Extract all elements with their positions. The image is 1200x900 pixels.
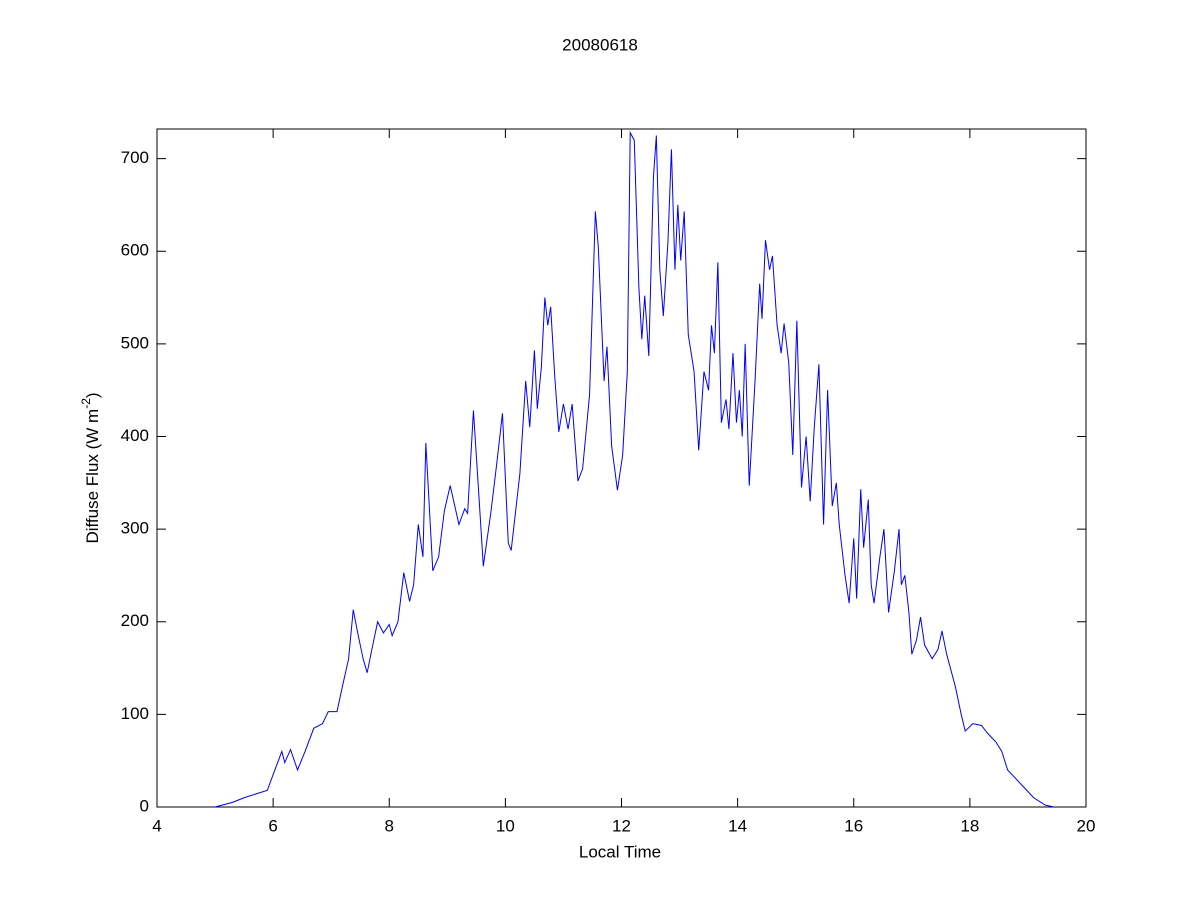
y-tick-label: 500 [121,333,149,352]
x-tick-label: 10 [496,816,515,835]
x-tick-label: 8 [385,816,394,835]
data-line [214,130,1055,808]
y-tick-label: 100 [121,704,149,723]
x-tick-label: 4 [152,816,161,835]
y-tick-label: 200 [121,611,149,630]
y-tick-label: 0 [140,796,149,815]
x-tick-label: 18 [960,816,979,835]
x-tick-label: 6 [268,816,277,835]
y-axis-label-text: Diffuse Flux (W m [83,409,102,544]
x-tick-label: 12 [612,816,631,835]
y-axis-label-suffix: ) [83,392,102,398]
y-axis-label: Diffuse Flux (W m-2) [79,392,102,543]
x-axis-label: Local Time [579,842,661,861]
y-tick-label: 600 [121,241,149,260]
y-axis-label-superscript: -2 [79,398,93,409]
x-tick-label: 16 [844,816,863,835]
x-tick-label: 20 [1077,816,1096,835]
x-tick-label: 14 [728,816,747,835]
y-tick-label: 300 [121,519,149,538]
y-tick-label: 700 [121,148,149,167]
chart-title: 20080618 [562,35,638,54]
y-tick-label: 400 [121,426,149,445]
